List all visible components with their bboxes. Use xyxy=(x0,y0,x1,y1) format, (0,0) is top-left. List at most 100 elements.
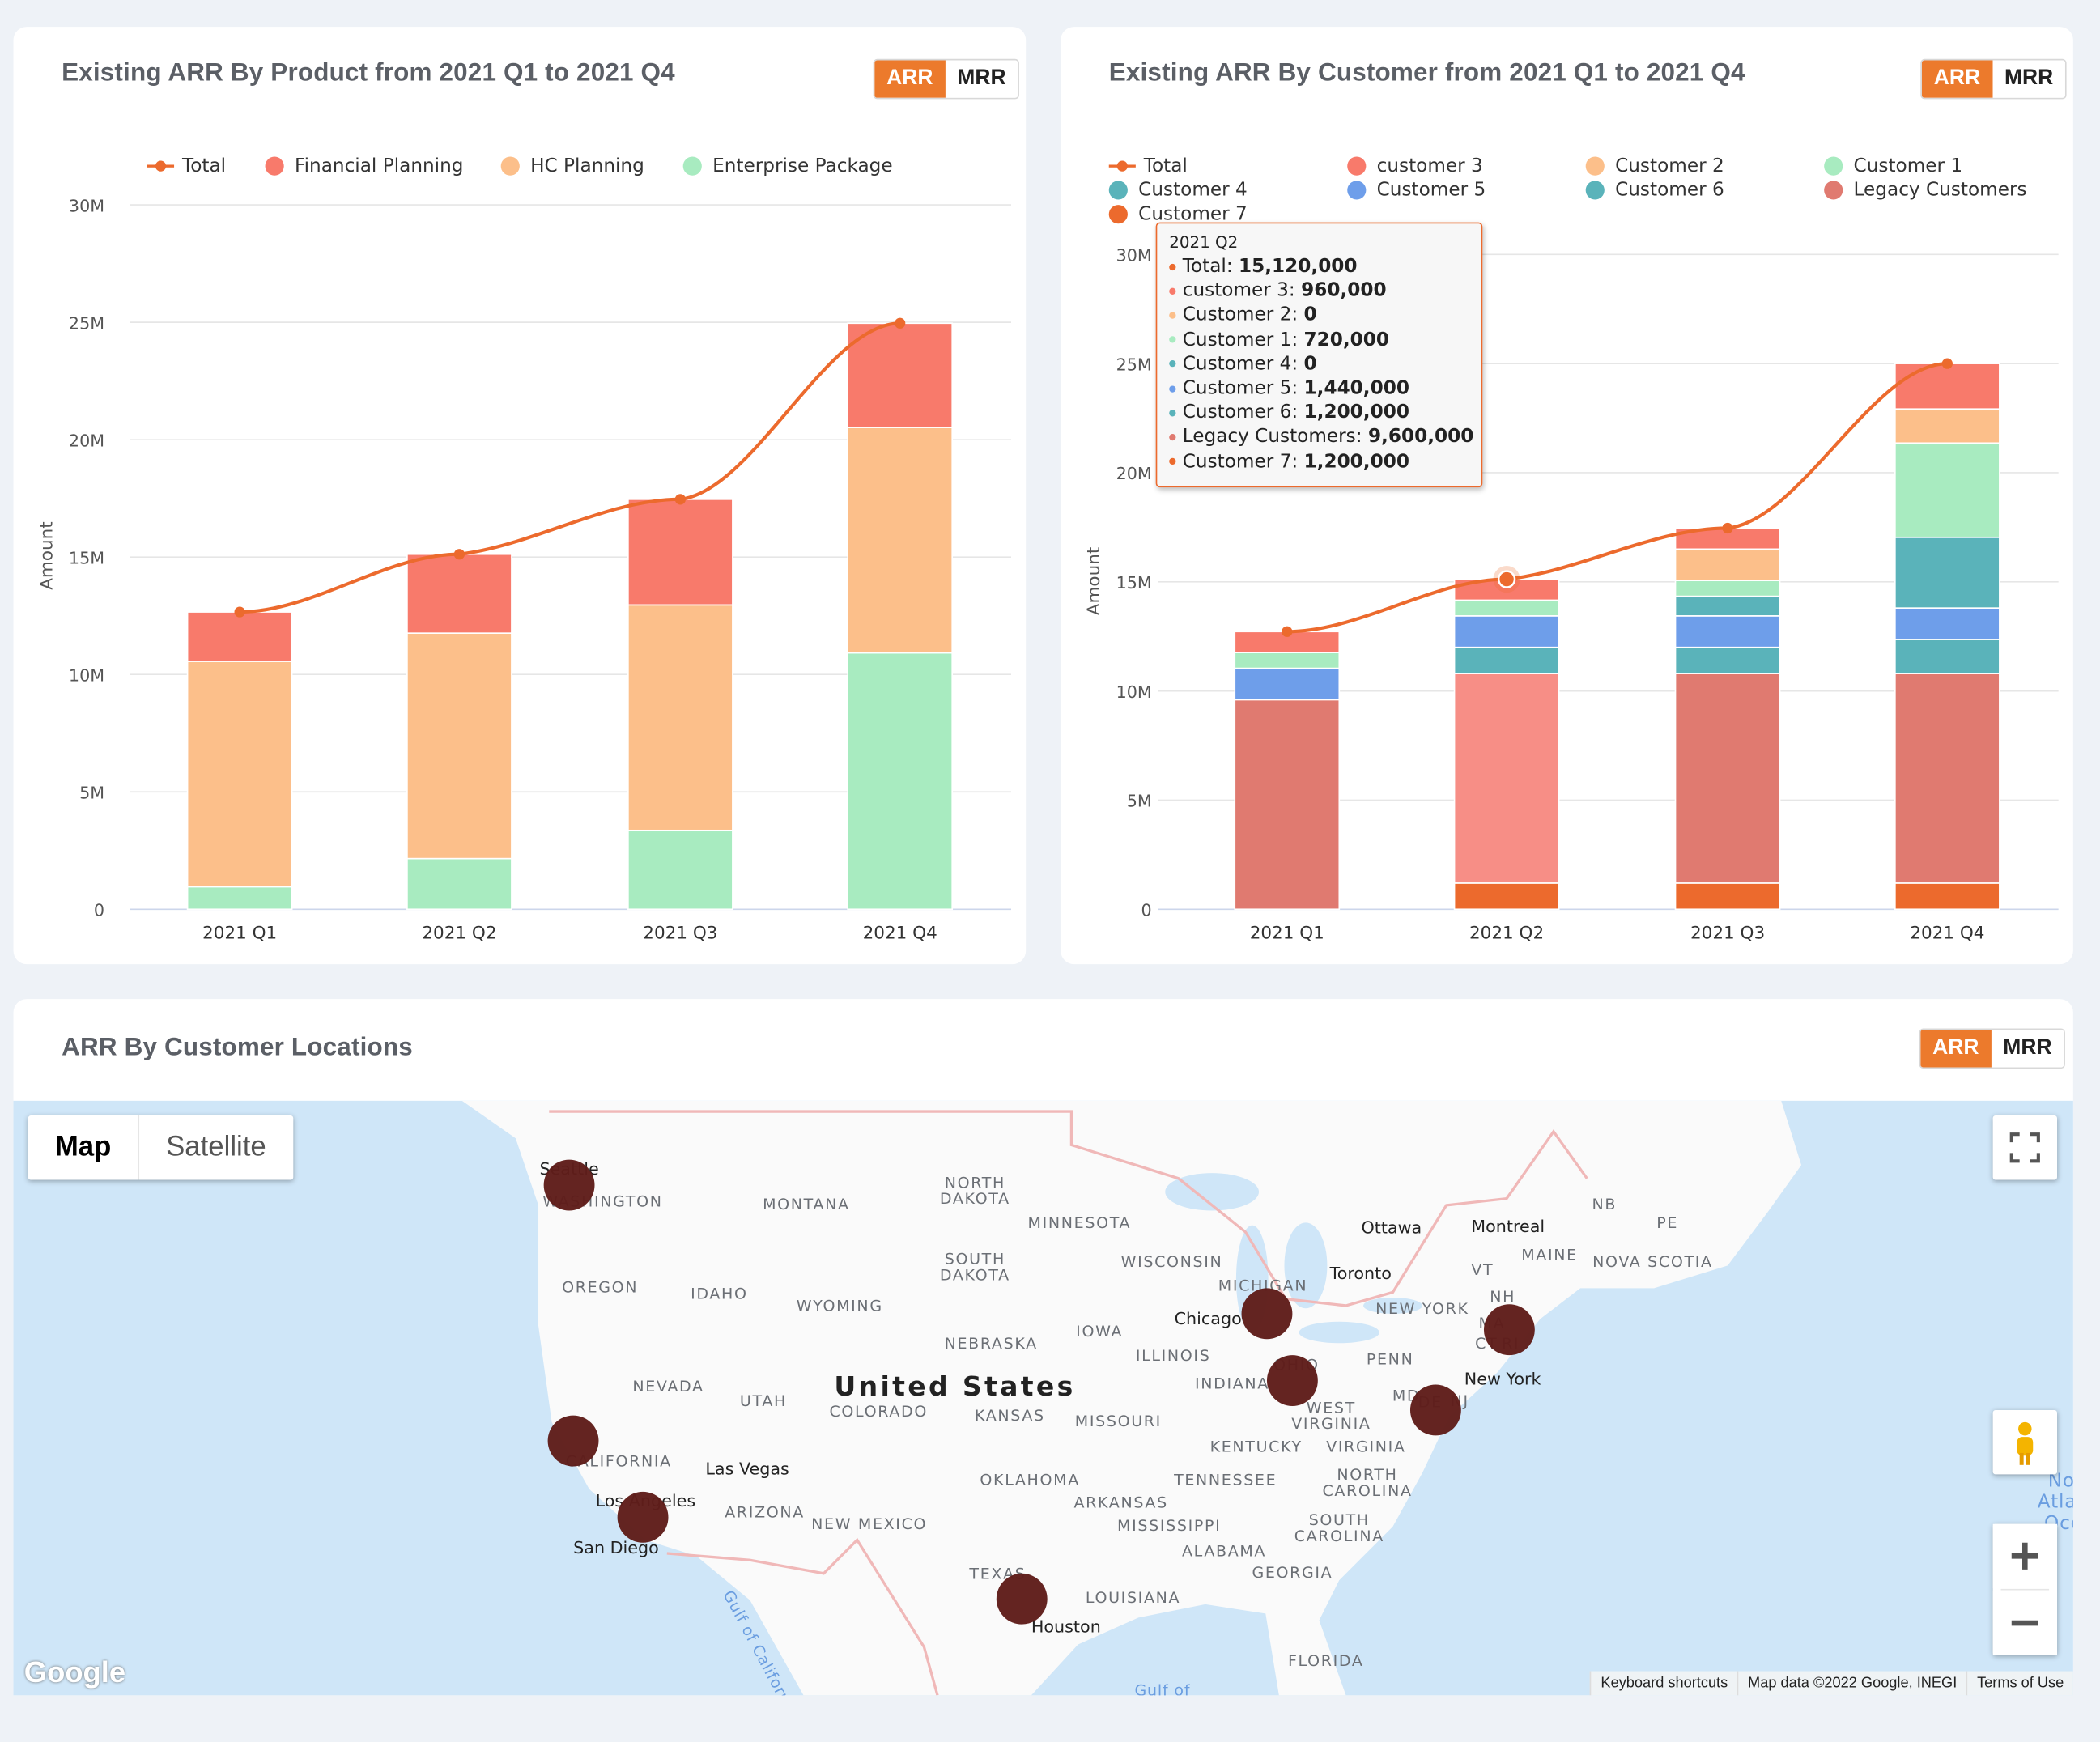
legend-item[interactable]: Customer 7 xyxy=(1108,203,1248,225)
legend-item[interactable]: Customer 6 xyxy=(1585,180,1724,201)
y-tick-label: 15M xyxy=(1116,573,1152,593)
bar-segment[interactable] xyxy=(1894,639,2000,674)
legend-item[interactable]: customer 3 xyxy=(1347,155,1483,176)
bar-segment[interactable] xyxy=(1894,442,2000,538)
customer-location-map[interactable]: WASHINGTON MONTANA NORTH DAKOTA MINNESOTA OR… xyxy=(13,1100,2073,1696)
terms-of-use-link[interactable]: Terms of Use xyxy=(1966,1671,2073,1696)
bar-segment[interactable] xyxy=(1453,673,1560,884)
bar-segment[interactable] xyxy=(847,427,954,654)
zoom-in-button[interactable] xyxy=(1992,1523,2058,1588)
legend-enterprise-package[interactable]: Enterprise Package xyxy=(682,155,893,176)
bar-segment[interactable] xyxy=(1674,882,1781,911)
bar-segment[interactable] xyxy=(186,661,293,888)
total-point[interactable] xyxy=(1722,522,1733,534)
bar-segment[interactable] xyxy=(1894,363,2000,410)
x-tick-label: 2021 Q2 xyxy=(422,924,496,944)
bar-segment[interactable] xyxy=(1453,599,1560,617)
tooltip-label: customer 3 xyxy=(1182,280,1289,302)
total-point[interactable] xyxy=(453,549,465,560)
map-region-label: NEBRASKA xyxy=(944,1333,1038,1353)
legend-dot-icon xyxy=(1108,205,1128,224)
map-region-label: INDIANA xyxy=(1194,1374,1269,1393)
bar-segment[interactable] xyxy=(1674,615,1781,648)
map-type-satellite-button[interactable]: Satellite xyxy=(166,1131,266,1162)
total-point[interactable] xyxy=(895,317,906,329)
bar-segment[interactable] xyxy=(1674,580,1781,597)
location-marker[interactable] xyxy=(996,1573,1048,1625)
legend-item[interactable]: Customer 5 xyxy=(1347,180,1486,201)
bar-segment[interactable] xyxy=(406,553,512,634)
legend-item[interactable]: Customer 2 xyxy=(1585,155,1724,176)
bar-segment[interactable] xyxy=(186,886,293,911)
arr-button[interactable]: ARR xyxy=(1921,60,1993,98)
arr-button[interactable]: ARR xyxy=(1920,1030,1992,1068)
location-marker[interactable] xyxy=(1409,1384,1461,1436)
map-city-label: Las Vegas xyxy=(705,1458,789,1479)
map-region-label: UTAH xyxy=(739,1391,787,1410)
legend-label: HC Planning xyxy=(530,155,644,177)
bar-segment[interactable] xyxy=(1894,882,2000,911)
legend-item[interactable]: Customer 4 xyxy=(1108,180,1248,201)
bar-segment[interactable] xyxy=(406,857,512,911)
location-marker[interactable] xyxy=(617,1491,669,1543)
fullscreen-button[interactable] xyxy=(1992,1115,2058,1180)
bar-segment[interactable] xyxy=(1453,615,1560,648)
map-city-label: Houston xyxy=(1031,1616,1101,1637)
location-marker[interactable] xyxy=(547,1415,599,1467)
bar-segment[interactable] xyxy=(627,499,733,606)
bar-segment[interactable] xyxy=(627,829,733,911)
x-tick-label: 2021 Q1 xyxy=(202,924,277,944)
map-type-map-button[interactable]: Map xyxy=(28,1115,140,1180)
legend-total[interactable]: Total xyxy=(147,155,226,176)
bar-segment[interactable] xyxy=(1894,607,2000,640)
y-tick-label: 20M xyxy=(1116,464,1152,483)
keyboard-shortcuts-link[interactable]: Keyboard shortcuts xyxy=(1590,1671,1737,1696)
card-title: Existing ARR By Product from 2021 Q1 to … xyxy=(62,58,675,87)
bar-segment[interactable] xyxy=(1234,699,1341,911)
bar-segment[interactable] xyxy=(1234,652,1341,669)
bar-segment[interactable] xyxy=(1894,536,2000,609)
total-point[interactable] xyxy=(1941,358,1953,369)
series-dot-icon xyxy=(1169,336,1176,343)
location-marker[interactable] xyxy=(1241,1288,1293,1340)
legend-item[interactable]: Customer 1 xyxy=(1824,155,1962,176)
bar-segment[interactable] xyxy=(1453,646,1560,674)
bar-segment[interactable] xyxy=(847,652,954,911)
mrr-button[interactable]: MRR xyxy=(1991,1030,2064,1068)
bar-segment[interactable] xyxy=(406,632,512,860)
total-point[interactable] xyxy=(234,606,245,618)
bar-segment[interactable] xyxy=(1674,673,1781,884)
legend-hc-planning[interactable]: HC Planning xyxy=(500,155,644,177)
bar-segment[interactable] xyxy=(1894,408,2000,444)
location-marker[interactable] xyxy=(543,1159,595,1211)
total-point[interactable] xyxy=(674,494,687,505)
tooltip-label: Customer 5 xyxy=(1182,377,1292,399)
bar-segment[interactable] xyxy=(627,604,733,831)
bar-segment[interactable] xyxy=(1894,673,2000,884)
location-marker[interactable] xyxy=(1266,1355,1318,1407)
legend-financial-planning[interactable]: Financial Planning xyxy=(265,155,463,176)
y-tick-label: 5M xyxy=(79,784,104,803)
mrr-button[interactable]: MRR xyxy=(945,60,1018,98)
arr-button[interactable]: ARR xyxy=(874,60,946,98)
legend-label: Total xyxy=(181,155,227,177)
zoom-out-button[interactable] xyxy=(1992,1591,2058,1655)
total-point[interactable] xyxy=(1497,570,1516,588)
bar-segment[interactable] xyxy=(1674,548,1781,582)
y-tick-label: 25M xyxy=(1116,355,1152,374)
bar-segment[interactable] xyxy=(847,322,954,428)
chart-2: 0 5M 10M 15M 20M 25M 30M Amount 2021 Q1 2021 Q2 20… xyxy=(1084,246,2059,944)
map-city-label: Montreal xyxy=(1471,1216,1545,1236)
bar-segment[interactable] xyxy=(1674,595,1781,617)
street-view-pegman[interactable] xyxy=(1992,1409,2058,1475)
series-dot-icon xyxy=(1169,312,1176,319)
bar-segment[interactable] xyxy=(1453,882,1560,911)
total-point[interactable] xyxy=(1282,626,1293,637)
bar-segment[interactable] xyxy=(1674,646,1781,674)
bar-segment[interactable] xyxy=(186,611,293,662)
legend-item[interactable]: Total xyxy=(1108,155,1188,176)
legend-item[interactable]: Legacy Customers xyxy=(1824,180,2027,201)
location-marker[interactable] xyxy=(1483,1304,1535,1356)
bar-segment[interactable] xyxy=(1234,667,1341,701)
mrr-button[interactable]: MRR xyxy=(1992,60,2066,98)
